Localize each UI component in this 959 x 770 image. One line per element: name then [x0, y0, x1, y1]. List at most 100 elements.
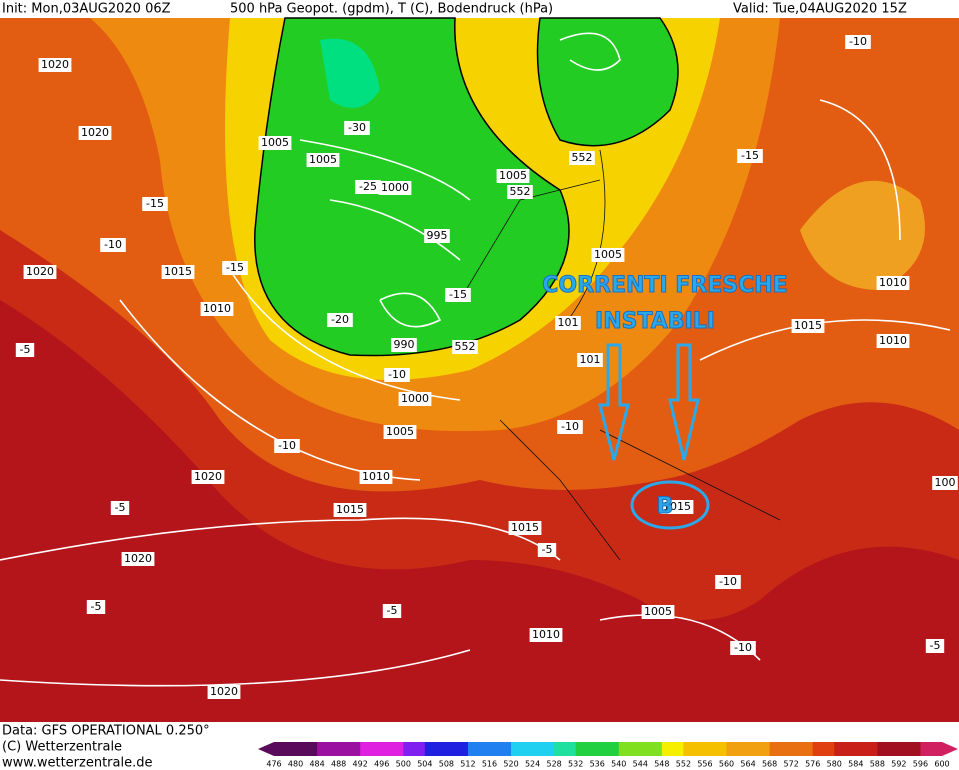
colorbar-label: 536 — [590, 760, 605, 769]
label-text: 1005 — [309, 153, 337, 166]
label-text: -5 — [20, 343, 31, 356]
label-text: 1005 — [261, 136, 289, 149]
label-box — [161, 265, 195, 279]
colorbar-cell — [748, 742, 771, 756]
label-box — [23, 265, 57, 279]
map-label: 1015 — [791, 319, 825, 333]
label-text: 1020 — [81, 126, 109, 139]
colorbar-cell — [489, 742, 512, 756]
label-text: 1020 — [41, 58, 69, 71]
map-label: -10 — [557, 420, 583, 434]
label-box — [15, 343, 35, 357]
label-text: 1020 — [210, 685, 238, 698]
label-box — [142, 197, 168, 211]
map-label: -5 — [537, 543, 557, 557]
label-box — [932, 476, 958, 490]
map-label: -15 — [737, 149, 763, 163]
map-label: 552 — [569, 151, 595, 165]
colorbar-label: 580 — [827, 760, 842, 769]
colorbar-cell — [274, 742, 297, 756]
label-box — [876, 276, 910, 290]
colorbar-cell — [295, 742, 318, 756]
colorbar-label: 544 — [633, 760, 648, 769]
map-label: 1020 — [38, 58, 72, 72]
label-text: -5 — [542, 543, 553, 556]
label-box — [207, 685, 241, 699]
colorbar-label: 596 — [913, 760, 928, 769]
colorbar-cell — [834, 742, 857, 756]
label-box — [200, 302, 234, 316]
label-text: 552 — [510, 185, 531, 198]
map-label: -5 — [925, 639, 945, 653]
map-label: 1010 — [359, 470, 393, 484]
map-label: 1005 — [258, 136, 292, 150]
map-label: -5 — [382, 604, 402, 618]
colorbar-label: 576 — [805, 760, 820, 769]
colorbar-cell — [467, 742, 490, 756]
colorbar-cell — [424, 742, 447, 756]
label-box — [100, 238, 126, 252]
label-box — [925, 639, 945, 653]
map-label: -20 — [327, 313, 353, 327]
label-text: 1010 — [879, 334, 907, 347]
map-label: 990 — [391, 338, 417, 352]
colorbar-cell — [726, 742, 749, 756]
label-text: 1015 — [794, 319, 822, 332]
colorbar-cell — [317, 742, 340, 756]
label-box — [537, 543, 557, 557]
map-label: -10 — [274, 439, 300, 453]
label-box — [86, 600, 106, 614]
label-text: 1015 — [663, 500, 691, 513]
label-box — [424, 229, 450, 243]
label-text: 1020 — [194, 470, 222, 483]
map-label: -15 — [445, 288, 471, 302]
label-text: -5 — [91, 600, 102, 613]
map-label: 1005 — [383, 425, 417, 439]
map-label: 1010 — [876, 334, 910, 348]
label-box — [577, 353, 603, 367]
label-box — [641, 605, 675, 619]
map-labels: 1020 1020 1005 1005 -30 -25 1000 995 1005 552 552 -… — [15, 35, 958, 699]
colorbar-label: 552 — [676, 760, 691, 769]
label-text: 1010 — [362, 470, 390, 483]
map-label: -10 — [845, 35, 871, 49]
low-label: B — [657, 494, 674, 519]
label-text: -20 — [331, 313, 349, 326]
label-text: 1005 — [594, 248, 622, 261]
map-label: -10 — [384, 368, 410, 382]
label-box — [327, 313, 353, 327]
label-text: -15 — [449, 288, 467, 301]
label-box — [38, 58, 72, 72]
colorbar-cell — [920, 742, 943, 756]
colorbar-label: 476 — [266, 760, 281, 769]
colorbar-label: 496 — [374, 760, 389, 769]
label-box — [258, 136, 292, 150]
annotation-text: CORRENTI FRESCHE — [542, 273, 787, 298]
label-box — [359, 470, 393, 484]
label-text: 1015 — [511, 521, 539, 534]
label-box — [191, 470, 225, 484]
label-text: 1020 — [26, 265, 54, 278]
label-box — [355, 180, 381, 194]
label-text: 1015 — [336, 503, 364, 516]
map-label: 1015 — [333, 503, 367, 517]
colorbar-label: 600 — [934, 760, 949, 769]
footer-copyright: (C) Wetterzentrale — [2, 740, 122, 755]
label-box — [507, 185, 533, 199]
label-box — [398, 392, 432, 406]
label-text: 101 — [558, 316, 579, 329]
annotation: CORRENTI FRESCHE INSTABILI B — [542, 273, 788, 530]
label-text: 1010 — [879, 276, 907, 289]
arrow — [668, 343, 700, 461]
label-box — [557, 420, 583, 434]
header-valid: Valid: Tue,04AUG2020 15Z — [733, 2, 907, 17]
label-box — [445, 288, 471, 302]
colorbar-cell — [446, 742, 469, 756]
colorbar-label: 508 — [439, 760, 454, 769]
label-box — [391, 338, 417, 352]
colorbar-label: 492 — [353, 760, 368, 769]
map-label: -15 — [222, 261, 248, 275]
colorbar-cell — [769, 742, 792, 756]
arrow — [598, 343, 630, 461]
label-text: 552 — [455, 340, 476, 353]
